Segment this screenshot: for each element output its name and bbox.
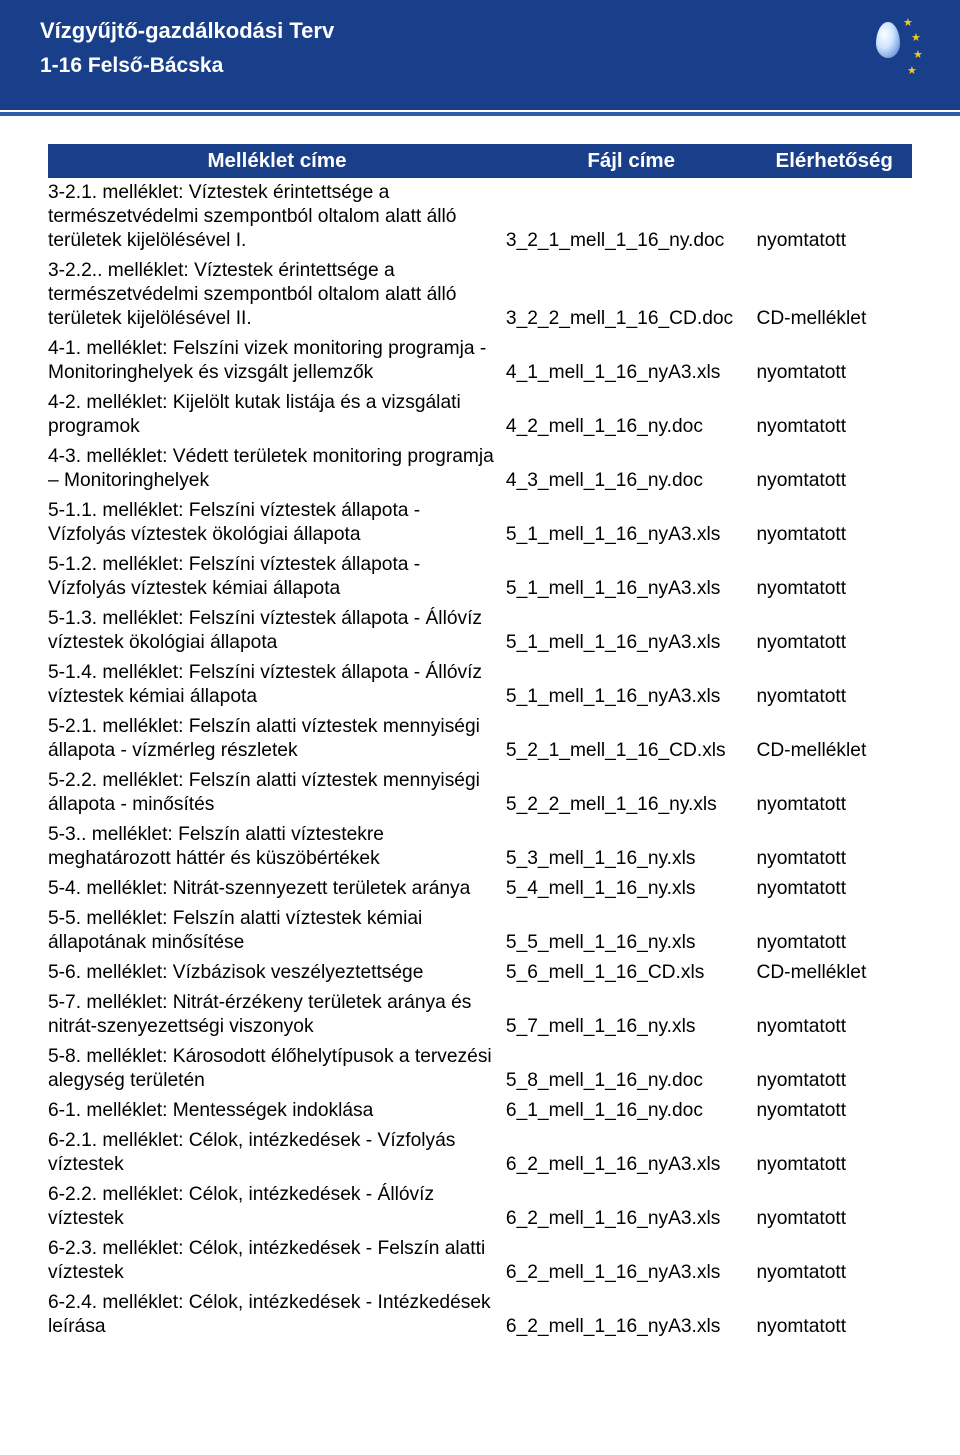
cell-file: 5_1_mell_1_16_nyA3.xls — [506, 496, 757, 550]
cell-title: 3-2.2.. melléklet: Víztestek érintettség… — [48, 256, 506, 334]
table-row: 4-3. melléklet: Védett területek monitor… — [48, 442, 912, 496]
table-row: 5-1.2. melléklet: Felszíni víztestek áll… — [48, 550, 912, 604]
cell-file: 4_3_mell_1_16_ny.doc — [506, 442, 757, 496]
cell-title: 5-1.4. melléklet: Felszíni víztestek áll… — [48, 658, 506, 712]
cell-availability: nyomtatott — [756, 442, 912, 496]
cell-availability: nyomtatott — [756, 766, 912, 820]
cell-file: 5_7_mell_1_16_ny.xls — [506, 988, 757, 1042]
cell-file: 5_1_mell_1_16_nyA3.xls — [506, 658, 757, 712]
cell-title: 6-2.1. melléklet: Célok, intézkedések - … — [48, 1126, 506, 1180]
cell-file: 5_2_1_mell_1_16_CD.xls — [506, 712, 757, 766]
col-header-file: Fájl címe — [506, 144, 757, 178]
table-row: 6-2.4. melléklet: Célok, intézkedések - … — [48, 1288, 912, 1342]
cell-availability: nyomtatott — [756, 1042, 912, 1096]
cell-file: 4_2_mell_1_16_ny.doc — [506, 388, 757, 442]
table-header-row: Melléklet címe Fájl címe Elérhetőség — [48, 144, 912, 178]
cell-availability: nyomtatott — [756, 658, 912, 712]
cell-availability: nyomtatott — [756, 550, 912, 604]
cell-file: 6_2_mell_1_16_nyA3.xls — [506, 1180, 757, 1234]
table-row: 5-3.. melléklet: Felszín alatti vízteste… — [48, 820, 912, 874]
cell-title: 6-2.3. melléklet: Célok, intézkedések - … — [48, 1234, 506, 1288]
table-row: 6-1. melléklet: Mentességek indoklása6_1… — [48, 1096, 912, 1126]
cell-file: 5_3_mell_1_16_ny.xls — [506, 820, 757, 874]
cell-availability: CD-melléklet — [756, 256, 912, 334]
app-subtitle: 1-16 Felső-Bácska — [40, 54, 920, 78]
table-row: 5-1.1. melléklet: Felszíni víztestek áll… — [48, 496, 912, 550]
cell-availability: nyomtatott — [756, 604, 912, 658]
attachments-table: Melléklet címe Fájl címe Elérhetőség 3-2… — [48, 144, 912, 1342]
cell-file: 5_6_mell_1_16_CD.xls — [506, 958, 757, 988]
cell-title: 5-8. melléklet: Károsodott élőhelytípuso… — [48, 1042, 506, 1096]
cell-file: 6_2_mell_1_16_nyA3.xls — [506, 1126, 757, 1180]
cell-title: 3-2.1. melléklet: Víztestek érintettsége… — [48, 178, 506, 256]
table-row: 5-1.4. melléklet: Felszíni víztestek áll… — [48, 658, 912, 712]
app-title: Vízgyűjtő-gazdálkodási Terv — [40, 18, 920, 44]
cell-title: 5-7. melléklet: Nitrát-érzékeny területe… — [48, 988, 506, 1042]
cell-title: 6-2.2. melléklet: Célok, intézkedések - … — [48, 1180, 506, 1234]
table-row: 5-2.2. melléklet: Felszín alatti víztest… — [48, 766, 912, 820]
col-header-availability: Elérhetőség — [756, 144, 912, 178]
table-row: 3-2.2.. melléklet: Víztestek érintettség… — [48, 256, 912, 334]
cell-title: 5-4. melléklet: Nitrát-szennyezett terül… — [48, 874, 506, 904]
table-row: 6-2.3. melléklet: Célok, intézkedések - … — [48, 1234, 912, 1288]
col-header-title: Melléklet címe — [48, 144, 506, 178]
cell-title: 6-1. melléklet: Mentességek indoklása — [48, 1096, 506, 1126]
cell-availability: nyomtatott — [756, 904, 912, 958]
cell-availability: nyomtatott — [756, 1096, 912, 1126]
table-row: 5-7. melléklet: Nitrát-érzékeny területe… — [48, 988, 912, 1042]
cell-title: 5-5. melléklet: Felszín alatti víztestek… — [48, 904, 506, 958]
table-row: 5-1.3. melléklet: Felszíni víztestek áll… — [48, 604, 912, 658]
cell-file: 6_2_mell_1_16_nyA3.xls — [506, 1288, 757, 1342]
cell-file: 5_1_mell_1_16_nyA3.xls — [506, 604, 757, 658]
cell-availability: nyomtatott — [756, 988, 912, 1042]
cell-file: 5_8_mell_1_16_ny.doc — [506, 1042, 757, 1096]
table-row: 4-2. melléklet: Kijelölt kutak listája é… — [48, 388, 912, 442]
cell-title: 5-1.3. melléklet: Felszíni víztestek áll… — [48, 604, 506, 658]
cell-file: 5_1_mell_1_16_nyA3.xls — [506, 550, 757, 604]
cell-title: 5-2.1. melléklet: Felszín alatti víztest… — [48, 712, 506, 766]
cell-title: 5-6. melléklet: Vízbázisok veszélyeztett… — [48, 958, 506, 988]
cell-title: 5-1.1. melléklet: Felszíni víztestek áll… — [48, 496, 506, 550]
table-row: 5-6. melléklet: Vízbázisok veszélyeztett… — [48, 958, 912, 988]
table-row: 4-1. melléklet: Felszíni vizek monitorin… — [48, 334, 912, 388]
cell-availability: nyomtatott — [756, 388, 912, 442]
cell-availability: CD-melléklet — [756, 958, 912, 988]
cell-availability: nyomtatott — [756, 178, 912, 256]
cell-file: 5_5_mell_1_16_ny.xls — [506, 904, 757, 958]
cell-availability: CD-melléklet — [756, 712, 912, 766]
cell-title: 5-2.2. melléklet: Felszín alatti víztest… — [48, 766, 506, 820]
cell-availability: nyomtatott — [756, 1288, 912, 1342]
table-row: 6-2.1. melléklet: Célok, intézkedések - … — [48, 1126, 912, 1180]
table-row: 5-4. melléklet: Nitrát-szennyezett terül… — [48, 874, 912, 904]
content-area: Melléklet címe Fájl címe Elérhetőség 3-2… — [0, 116, 960, 1382]
page-header: Vízgyűjtő-gazdálkodási Terv 1-16 Felső-B… — [0, 0, 960, 110]
cell-file: 5_2_2_mell_1_16_ny.xls — [506, 766, 757, 820]
cell-availability: nyomtatott — [756, 1234, 912, 1288]
table-row: 5-8. melléklet: Károsodott élőhelytípuso… — [48, 1042, 912, 1096]
cell-availability: nyomtatott — [756, 1126, 912, 1180]
cell-file: 4_1_mell_1_16_nyA3.xls — [506, 334, 757, 388]
cell-title: 4-1. melléklet: Felszíni vizek monitorin… — [48, 334, 506, 388]
cell-file: 5_4_mell_1_16_ny.xls — [506, 874, 757, 904]
cell-availability: nyomtatott — [756, 874, 912, 904]
table-row: 5-2.1. melléklet: Felszín alatti víztest… — [48, 712, 912, 766]
cell-file: 6_1_mell_1_16_ny.doc — [506, 1096, 757, 1126]
cell-title: 4-3. melléklet: Védett területek monitor… — [48, 442, 506, 496]
table-body: 3-2.1. melléklet: Víztestek érintettsége… — [48, 178, 912, 1342]
cell-availability: nyomtatott — [756, 334, 912, 388]
table-row: 3-2.1. melléklet: Víztestek érintettsége… — [48, 178, 912, 256]
cell-title: 6-2.4. melléklet: Célok, intézkedések - … — [48, 1288, 506, 1342]
cell-availability: nyomtatott — [756, 820, 912, 874]
table-row: 5-5. melléklet: Felszín alatti víztestek… — [48, 904, 912, 958]
cell-title: 5-1.2. melléklet: Felszíni víztestek áll… — [48, 550, 506, 604]
cell-availability: nyomtatott — [756, 496, 912, 550]
cell-availability: nyomtatott — [756, 1180, 912, 1234]
cell-title: 4-2. melléklet: Kijelölt kutak listája é… — [48, 388, 506, 442]
water-drop-eu-icon: ★ ★ ★ ★ — [864, 18, 912, 82]
cell-file: 6_2_mell_1_16_nyA3.xls — [506, 1234, 757, 1288]
cell-file: 3_2_2_mell_1_16_CD.doc — [506, 256, 757, 334]
cell-title: 5-3.. melléklet: Felszín alatti vízteste… — [48, 820, 506, 874]
cell-file: 3_2_1_mell_1_16_ny.doc — [506, 178, 757, 256]
table-row: 6-2.2. melléklet: Célok, intézkedések - … — [48, 1180, 912, 1234]
